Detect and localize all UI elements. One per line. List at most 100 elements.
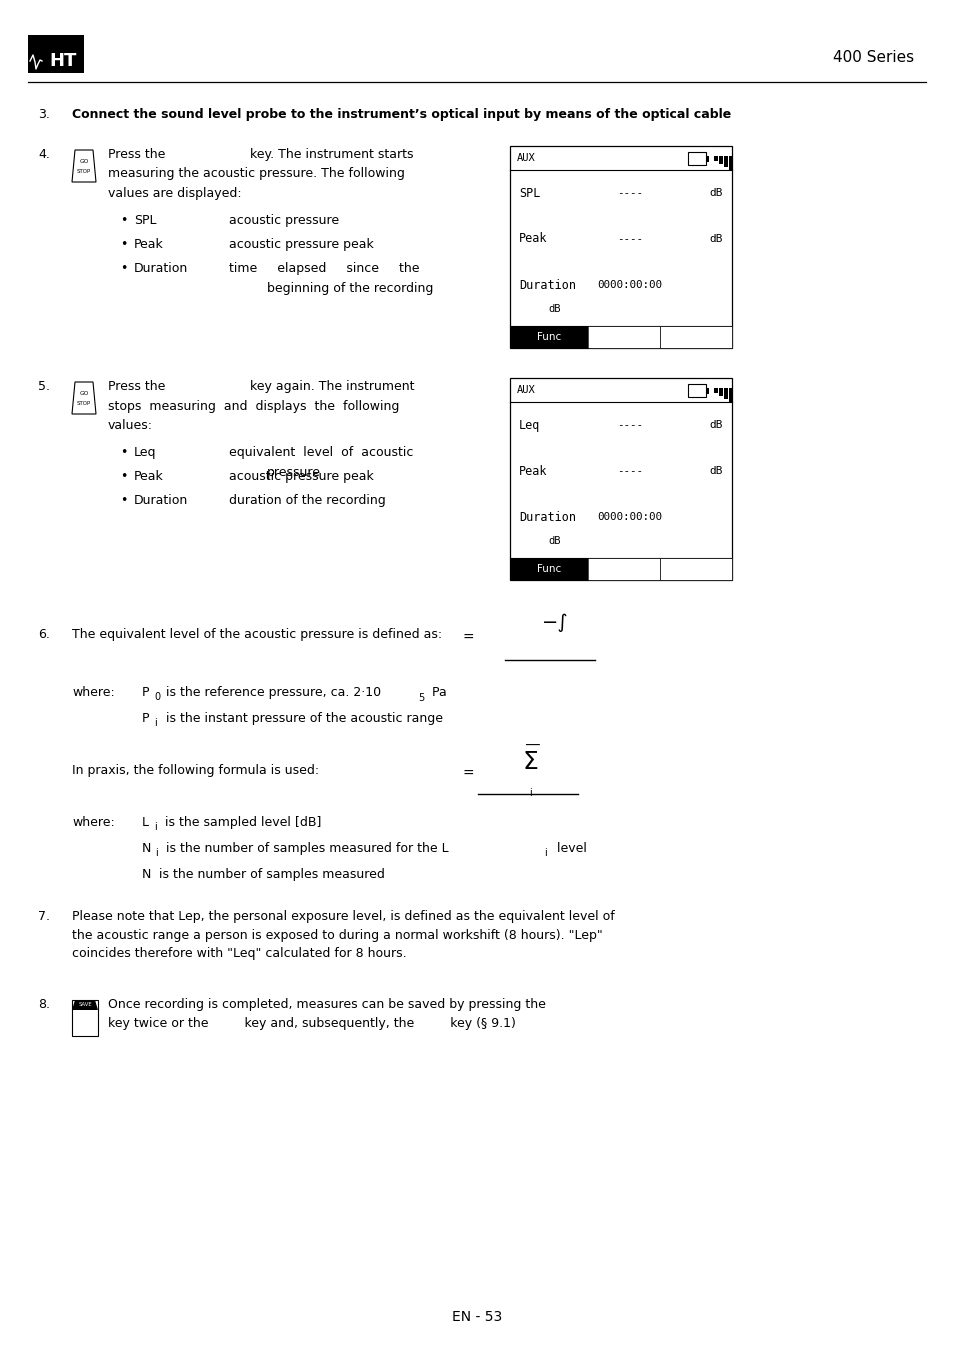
Text: time     elapsed     since     the: time elapsed since the	[229, 262, 419, 276]
Text: ----: ----	[617, 234, 642, 245]
Text: is the number of samples measured: is the number of samples measured	[154, 867, 384, 881]
Text: ----: ----	[617, 420, 642, 430]
Bar	[705, 155, 708, 162]
Text: dB: dB	[547, 536, 560, 546]
Text: Duration: Duration	[133, 494, 188, 507]
Text: N: N	[142, 867, 152, 881]
Bar	[723, 155, 727, 168]
Text: P: P	[142, 712, 150, 725]
Text: •: •	[120, 262, 128, 276]
Bar	[510, 146, 731, 349]
Text: key again. The instrument: key again. The instrument	[250, 380, 414, 393]
Bar	[510, 326, 587, 349]
Text: beginning of the recording: beginning of the recording	[267, 281, 433, 295]
Text: i: i	[153, 717, 156, 728]
Text: 5: 5	[417, 693, 424, 703]
Text: •: •	[120, 238, 128, 251]
Text: where:: where:	[71, 686, 114, 698]
Text: L: L	[142, 816, 149, 830]
Text: is the sampled level [dB]: is the sampled level [dB]	[165, 816, 321, 830]
Text: SPL: SPL	[518, 186, 539, 200]
Text: dB: dB	[709, 188, 722, 199]
Text: Peak: Peak	[518, 232, 547, 246]
Text: SAVE: SAVE	[78, 1002, 91, 1008]
Text: AUX: AUX	[517, 153, 536, 163]
Text: dB: dB	[709, 466, 722, 476]
Text: Peak: Peak	[133, 238, 164, 251]
Text: Duration: Duration	[133, 262, 188, 276]
Bar	[719, 155, 722, 163]
Text: duration of the recording: duration of the recording	[229, 494, 385, 507]
Text: ----: ----	[617, 466, 642, 476]
Text: P: P	[142, 686, 150, 698]
Text: N: N	[142, 842, 152, 855]
Text: Once recording is completed, measures can be saved by pressing the
key twice or : Once recording is completed, measures ca…	[108, 998, 545, 1029]
Text: i: i	[528, 788, 531, 798]
Text: ----: ----	[617, 188, 642, 199]
Text: •: •	[120, 213, 128, 227]
Bar	[687, 384, 705, 397]
Text: is the instant pressure of the acoustic range: is the instant pressure of the acoustic …	[166, 712, 442, 725]
Polygon shape	[71, 150, 96, 182]
Polygon shape	[71, 1000, 98, 1011]
Text: pressure: pressure	[267, 466, 320, 478]
Text: acoustic pressure peak: acoustic pressure peak	[229, 238, 374, 251]
Text: 0: 0	[153, 692, 160, 703]
Polygon shape	[71, 382, 96, 413]
Bar	[713, 155, 718, 161]
Bar	[728, 155, 732, 170]
Bar	[687, 153, 705, 165]
Text: The equivalent level of the acoustic pressure is defined as:: The equivalent level of the acoustic pre…	[71, 628, 441, 640]
Text: Func: Func	[537, 332, 560, 342]
Text: GO: GO	[79, 158, 89, 163]
Text: 7.: 7.	[38, 911, 50, 923]
Text: ―: ―	[525, 739, 539, 753]
Bar	[659, 326, 731, 349]
Text: −∫: −∫	[541, 612, 568, 631]
Text: i: i	[153, 821, 156, 832]
Text: •: •	[120, 494, 128, 507]
Text: EN - 53: EN - 53	[452, 1310, 501, 1324]
Text: 5.: 5.	[38, 380, 50, 393]
Text: values:: values:	[108, 419, 152, 432]
Text: dB: dB	[547, 304, 560, 313]
Bar	[713, 388, 718, 393]
Bar	[510, 558, 587, 580]
Text: Leq: Leq	[133, 446, 156, 459]
Text: 400 Series: 400 Series	[832, 50, 913, 65]
Text: STOP: STOP	[77, 169, 91, 174]
Bar	[705, 388, 708, 394]
Text: Leq: Leq	[518, 419, 539, 431]
Bar	[28, 35, 84, 73]
Text: key. The instrument starts: key. The instrument starts	[250, 149, 413, 161]
Bar	[587, 558, 659, 580]
Text: Σ: Σ	[521, 750, 537, 774]
Text: Peak: Peak	[518, 465, 547, 477]
Bar	[723, 388, 727, 399]
Text: 6.: 6.	[38, 628, 50, 640]
Text: GO: GO	[79, 390, 89, 396]
Text: Connect the sound level probe to the instrument’s optical input by means of the : Connect the sound level probe to the ins…	[71, 108, 731, 122]
Text: In praxis, the following formula is used:: In praxis, the following formula is used…	[71, 765, 319, 777]
Text: level: level	[553, 842, 586, 855]
Bar	[719, 388, 722, 396]
Text: where:: where:	[71, 816, 114, 830]
Text: measuring the acoustic pressure. The following: measuring the acoustic pressure. The fol…	[108, 168, 404, 181]
Text: 0000:00:00: 0000:00:00	[597, 512, 661, 521]
Bar	[728, 388, 732, 403]
Text: i: i	[154, 848, 157, 858]
Bar	[510, 378, 731, 580]
Text: equivalent  level  of  acoustic: equivalent level of acoustic	[229, 446, 413, 459]
Text: 3.: 3.	[38, 108, 50, 122]
Text: SPL: SPL	[133, 213, 156, 227]
Text: 8.: 8.	[38, 998, 50, 1011]
Text: 4.: 4.	[38, 149, 50, 161]
Text: Func: Func	[537, 563, 560, 574]
Text: HT: HT	[49, 53, 76, 70]
Text: Please note that Lep, the personal exposure level, is defined as the equivalent : Please note that Lep, the personal expos…	[71, 911, 614, 961]
Text: STOP: STOP	[77, 401, 91, 407]
Text: •: •	[120, 470, 128, 484]
Text: dB: dB	[709, 234, 722, 245]
Text: =: =	[461, 631, 473, 644]
Text: •: •	[120, 446, 128, 459]
